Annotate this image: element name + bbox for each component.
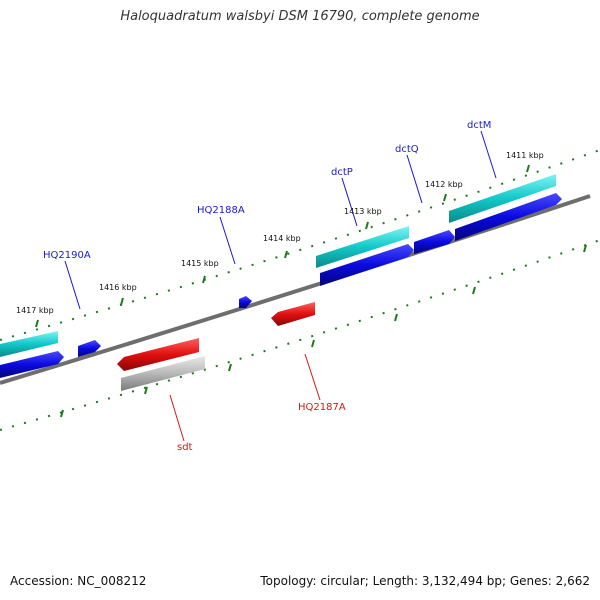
- cds-dctP-arrow[interactable]: [320, 244, 414, 286]
- leader-HQ2190A: [64, 260, 81, 310]
- major-tick-1413: [365, 221, 369, 230]
- cds-HQ2188A-arrow[interactable]: [239, 296, 252, 308]
- gene-label-HQ2188A[interactable]: HQ2188A: [197, 205, 245, 216]
- major-tick-1414: [284, 250, 288, 259]
- genome-backbone: [0, 194, 591, 385]
- kbp-label-1411: 1411 kbp: [506, 151, 544, 160]
- accession-label: Accession: NC_008212: [10, 574, 147, 588]
- cds-sdt-arrow[interactable]: [117, 338, 199, 371]
- cds-HQ2187A-arrow[interactable]: [271, 302, 315, 326]
- reverse-tick-track: [0, 239, 600, 431]
- kbp-label-1414: 1414 kbp: [263, 234, 301, 243]
- kbp-label-1412: 1412 kbp: [425, 180, 463, 189]
- cds-dctM-arrow[interactable]: [455, 193, 562, 241]
- reverse-major-tick-4: [311, 339, 315, 348]
- reverse-major-tick-3: [394, 313, 398, 322]
- leader-dctM: [480, 130, 497, 179]
- kbp-label-1413: 1413 kbp: [344, 207, 382, 216]
- reverse-major-tick-2: [472, 286, 476, 295]
- map-title: Haloquadratum walsbyi DSM 16790, complet…: [120, 9, 480, 24]
- major-tick-1411: [526, 164, 530, 173]
- reverse-major-tick-5: [228, 363, 232, 372]
- forward-tick-track: [0, 149, 600, 341]
- major-tick-1412: [443, 193, 447, 202]
- forward-features: [0, 174, 562, 378]
- reverse-major-tick-7: [60, 409, 64, 418]
- gene-dctP-bar[interactable]: [316, 226, 409, 268]
- gene-label-dctP[interactable]: dctP: [331, 167, 353, 178]
- gene-partial-left-bar[interactable]: [0, 331, 58, 357]
- reverse-major-tick-1: [583, 244, 587, 253]
- reverse-tick-dots: [0, 239, 600, 431]
- leader-dctP: [341, 177, 358, 227]
- kbp-label-1415: 1415 kbp: [181, 259, 219, 268]
- gene-label-HQ2187A[interactable]: HQ2187A: [298, 402, 346, 413]
- gene-label-sdt[interactable]: sdt: [177, 442, 193, 453]
- cds-HQ2190A-arrow[interactable]: [78, 340, 101, 357]
- genome-stats-label: Topology: circular; Length: 3,132,494 bp…: [260, 574, 590, 588]
- cds-dctQ-arrow[interactable]: [414, 230, 455, 254]
- reverse-major-tick-6: [144, 386, 148, 395]
- gene-label-dctQ[interactable]: dctQ: [395, 144, 419, 155]
- leader-dctQ: [406, 154, 423, 204]
- reverse-features: [117, 302, 315, 391]
- kbp-label-1416: 1416 kbp: [99, 283, 137, 292]
- cds-partial-left-arrow[interactable]: [0, 351, 64, 378]
- leader-sdt: [169, 394, 185, 442]
- gene-dctM-bar[interactable]: [449, 174, 556, 223]
- leader-HQ2187A: [304, 353, 321, 401]
- kbp-label-1417: 1417 kbp: [16, 306, 54, 315]
- leader-HQ2188A: [219, 216, 236, 265]
- gene-label-HQ2190A[interactable]: HQ2190A: [43, 250, 91, 261]
- gene-sdt-bar[interactable]: [121, 356, 205, 391]
- major-tick-1415: [202, 275, 206, 284]
- major-tick-1417: [35, 319, 39, 328]
- leader-lines: [64, 130, 497, 442]
- forward-tick-dots: [0, 149, 600, 341]
- major-tick-1416: [120, 297, 124, 306]
- gene-label-dctM[interactable]: dctM: [467, 120, 491, 131]
